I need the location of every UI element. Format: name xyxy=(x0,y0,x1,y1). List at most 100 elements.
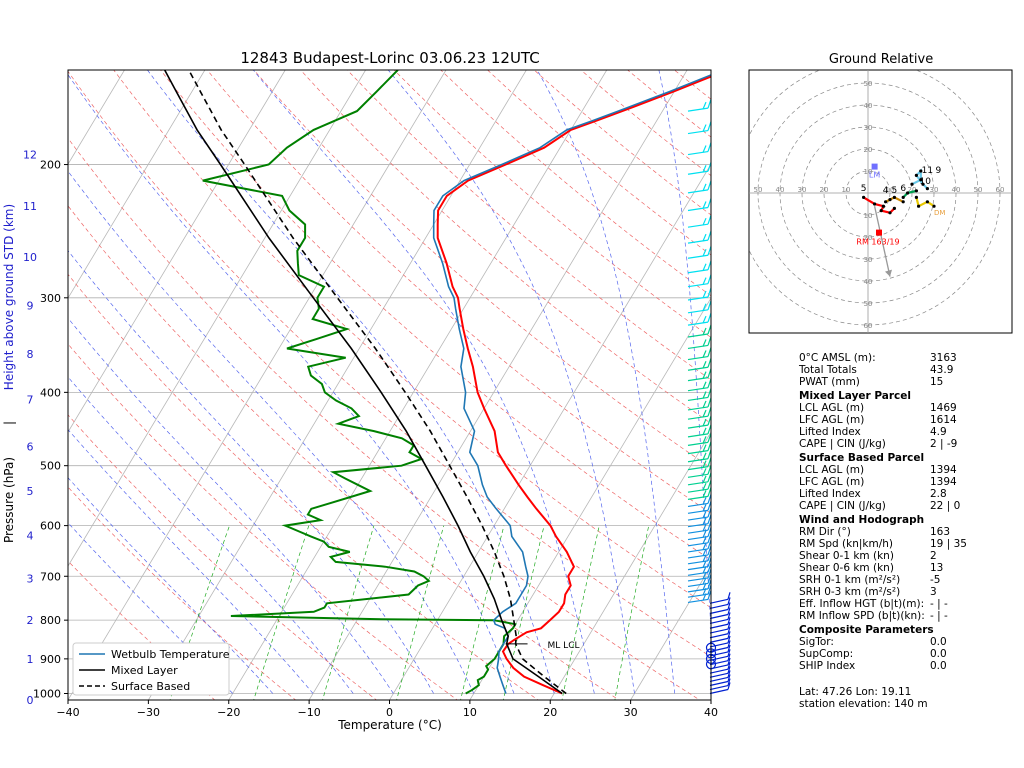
hodo-height-label: 5 xyxy=(861,184,867,194)
param-label: 0°C AMSL (m): xyxy=(799,352,876,364)
series-temperature xyxy=(436,75,711,695)
wind-param-value: 19 | 35 xyxy=(930,538,967,550)
wind-barb xyxy=(687,239,709,244)
hodo-ring-label: 30 xyxy=(864,124,873,132)
wind-param-value: 2 xyxy=(930,550,937,562)
wind-barb-flag xyxy=(727,674,731,682)
wind-barb-flag xyxy=(702,249,707,257)
wind-barb xyxy=(687,566,709,571)
wind-barb xyxy=(687,321,709,326)
wind-barb xyxy=(709,646,729,653)
sounding-lines: ML LCL xyxy=(163,70,711,695)
wind-barb-flag xyxy=(702,548,707,557)
sb-param-value: 1394 xyxy=(930,464,957,476)
moist-adiabat xyxy=(68,376,354,694)
wind-barb xyxy=(687,529,709,534)
wind-barb-flag xyxy=(702,303,707,312)
wind-param-label: SRH 0-3 km (m²/s²) xyxy=(799,586,901,598)
wind-barb-flag xyxy=(702,587,707,596)
wind-barb-flag xyxy=(702,504,707,512)
wind-barb-flag xyxy=(702,145,707,153)
wind-param-row: Eff. Inflow HGT (b|t)(m): - | - xyxy=(799,598,1009,610)
hodograph-frame xyxy=(748,69,1013,334)
sb-param-value: 22 | 0 xyxy=(930,500,961,512)
wind-barb-flag xyxy=(702,523,707,532)
height-tick-label: 6 xyxy=(27,441,34,454)
mixing-ratio-line xyxy=(460,525,505,700)
wind-barb-flag xyxy=(702,217,707,226)
wind-barb xyxy=(687,593,709,598)
wind-section-title: Wind and Hodograph xyxy=(799,514,925,526)
hodo-point xyxy=(925,187,930,191)
wind-barb-flag xyxy=(702,510,707,519)
wind-barb xyxy=(687,344,709,350)
dry-adiabat xyxy=(113,70,711,609)
hodo-point xyxy=(892,195,897,199)
wind-barb xyxy=(687,387,709,392)
wind-barb xyxy=(687,433,709,438)
series-dewpoint xyxy=(202,70,517,695)
height-tick-label: 10 xyxy=(23,251,37,264)
ml-param-row: LCL AGL (m) 1469 xyxy=(799,402,1009,414)
wind-barb-flag xyxy=(702,371,707,379)
hodo-point xyxy=(888,211,892,215)
ml-section-title: Mixed Layer Parcel xyxy=(799,390,911,402)
dry-adiabat xyxy=(68,205,620,700)
sb-section-title: Surface Based Parcel xyxy=(799,452,925,464)
wind-barb xyxy=(687,441,709,446)
series-mixed-layer xyxy=(163,70,563,695)
hodo-point xyxy=(884,200,888,204)
wind-barb xyxy=(687,309,709,314)
wind-barb-flag xyxy=(727,666,731,674)
wind-param-row: RM Dir (°) 163 xyxy=(799,526,1009,538)
wind-param-row: RM Spd (kn|km/h) 19 | 35 xyxy=(799,538,1009,550)
ml-param-label: Lifted Index xyxy=(799,426,861,438)
wind-barb xyxy=(709,603,729,610)
isotherm xyxy=(148,70,527,700)
wind-barb-flag xyxy=(702,582,707,591)
wind-barb-flag xyxy=(702,536,707,545)
y-axis-separator: | xyxy=(2,421,16,425)
wind-barb-flag xyxy=(702,327,707,336)
wind-param-value: - | - xyxy=(930,610,948,622)
wind-barb xyxy=(709,684,729,691)
hodo-point xyxy=(862,195,866,199)
wind-barb-flag xyxy=(727,631,731,639)
hodo-ring xyxy=(845,170,891,216)
hodo-ring-label: 20 xyxy=(820,186,829,194)
isotherm xyxy=(308,70,688,700)
sb-param-row: LCL AGL (m) 1394 xyxy=(799,464,1009,476)
wind-barb xyxy=(709,660,729,666)
hodo-ring-label: 40 xyxy=(864,278,873,286)
isotherm xyxy=(228,70,608,700)
height-tick-label: 9 xyxy=(27,299,34,312)
wind-param-row: SRH 0-1 km (m²/s²) -5 xyxy=(799,574,1009,586)
wind-barb xyxy=(687,254,709,259)
wind-barb-flag xyxy=(727,626,731,634)
hodo-point xyxy=(914,195,919,199)
wind-barb xyxy=(687,516,709,521)
hodo-height-label: 10 xyxy=(919,177,931,187)
wind-barb xyxy=(687,488,709,493)
wind-barb xyxy=(709,672,729,678)
wind-barb xyxy=(709,598,729,604)
sb-param-label: LFC AGL (m) xyxy=(799,476,865,488)
hodo-point xyxy=(881,204,886,208)
wind-barb-flag xyxy=(727,670,731,678)
hodo-ring-label: 40 xyxy=(952,186,961,194)
moist-adiabat xyxy=(68,522,233,694)
wind-barb-flag xyxy=(702,427,707,436)
wind-barb xyxy=(687,523,709,528)
y-tick-label: 500 xyxy=(40,460,61,473)
param-row: Total Totals 43.9 xyxy=(799,364,1009,376)
legend-entry: Wetbulb Temperature xyxy=(111,648,230,661)
wind-barb xyxy=(687,206,709,212)
legend-entry: Mixed Layer xyxy=(111,664,178,677)
wind-barb-flag xyxy=(727,644,731,653)
wind-param-row: Shear 0-6 km (kn) 13 xyxy=(799,562,1009,574)
height-tick-label: 8 xyxy=(27,348,34,361)
wind-barb-flag xyxy=(702,436,707,444)
hodo-height-label: 4 xyxy=(883,186,889,196)
sb-param-row: Lifted Index 2.8 xyxy=(799,488,1009,500)
wind-barb-flag xyxy=(702,560,707,568)
